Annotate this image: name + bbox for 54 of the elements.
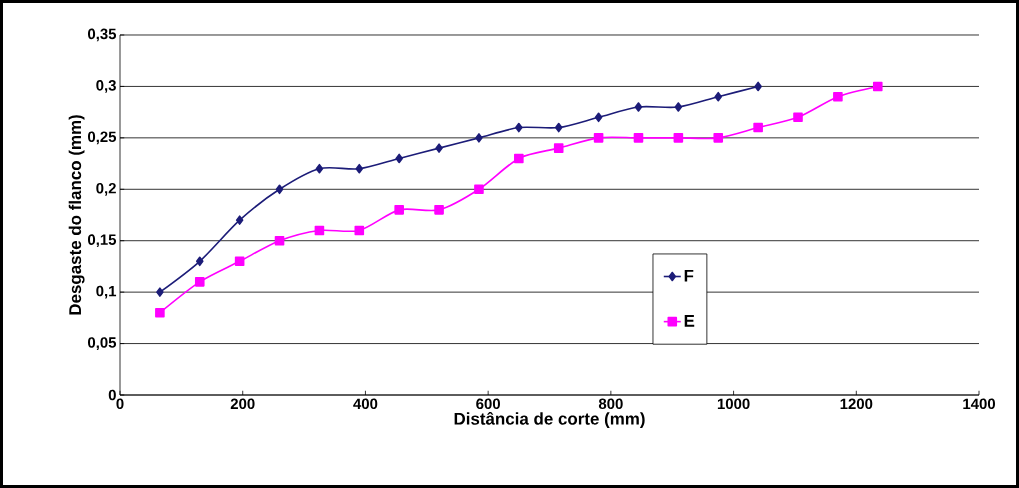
point [514,153,524,164]
legend-label: F [684,269,694,282]
point [754,81,762,92]
point [394,205,404,215]
point [554,122,563,133]
point [872,81,883,92]
point [753,122,763,133]
point [234,256,245,267]
y-axis-title: Desgaste do flanco (mm) [68,115,85,315]
y-tick-label: 0,25 [87,131,117,145]
point [434,205,444,215]
y-tick-label: 0,2 [96,182,116,196]
point [633,133,644,143]
point [673,133,684,143]
point [475,133,483,143]
legend-label: E [684,315,695,327]
y-tick-label: 0 [108,389,116,401]
point [634,102,643,112]
point [714,91,723,102]
point [674,102,683,112]
point [194,277,205,287]
point [155,307,165,318]
y-tick-label: 0,3 [96,80,116,93]
point [235,215,244,225]
y-tick-label: 0,05 [87,337,117,350]
point [594,112,603,123]
x-tick-label: 200 [230,398,255,410]
x-tick-label: 800 [598,398,623,410]
point [275,184,284,195]
x-tick-label: 1000 [717,398,750,410]
point [156,287,164,297]
point [793,112,803,123]
point [395,153,403,164]
point [354,225,365,236]
point [274,235,285,246]
x-tick-label: 1400 [963,398,995,410]
point [435,143,443,153]
point [195,256,204,267]
x-tick-label: 1200 [840,398,873,410]
y-tick-label: 0,15 [87,234,117,248]
point [713,133,724,143]
point [315,163,324,174]
point [314,225,325,236]
x-tick-label: 600 [476,398,500,410]
point [553,143,564,153]
x-tick-label: 400 [353,398,378,410]
point [355,163,364,174]
x-axis-title: Distância de corte (mm) [454,411,645,429]
y-tick-label: 0,35 [87,28,117,42]
point [474,184,484,195]
point [593,133,604,143]
y-tick-label: 0,1 [96,285,117,299]
point [515,122,523,133]
point [833,91,843,102]
